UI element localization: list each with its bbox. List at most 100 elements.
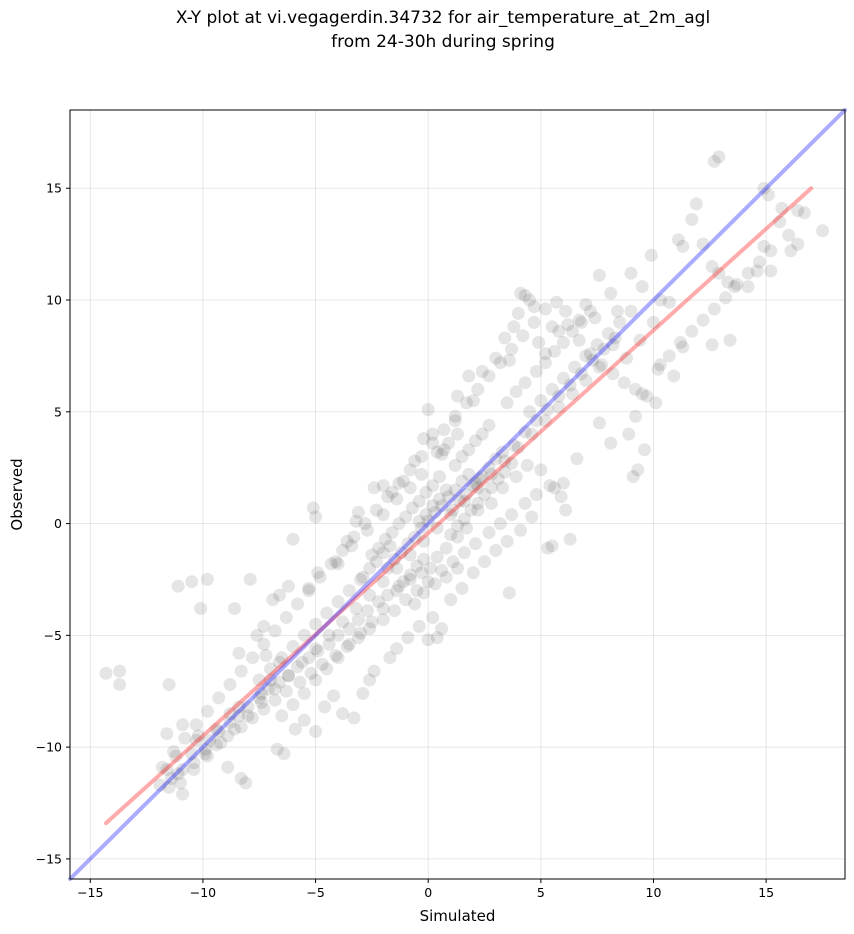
data-point — [309, 510, 323, 524]
data-point — [592, 268, 606, 282]
x-tick-label: −5 — [306, 885, 324, 900]
data-point — [363, 588, 377, 602]
data-point — [482, 461, 496, 475]
data-point — [234, 664, 248, 678]
data-point — [696, 237, 710, 251]
data-point — [568, 360, 582, 374]
data-point — [773, 215, 787, 229]
data-point — [390, 642, 404, 656]
data-point — [451, 530, 464, 544]
data-point — [255, 687, 268, 700]
data-point — [351, 631, 365, 645]
data-point — [583, 347, 597, 361]
data-point — [354, 626, 368, 640]
x-axis-ticks: −15 −10 −5 0 5 10 15 — [77, 879, 774, 900]
data-point — [417, 534, 431, 548]
data-point — [155, 760, 169, 774]
data-point — [252, 673, 266, 687]
data-point — [791, 237, 805, 251]
data-point — [162, 678, 176, 691]
data-point — [466, 394, 480, 408]
data-point — [707, 302, 721, 316]
data-point — [313, 570, 327, 584]
data-point — [372, 595, 386, 609]
data-point — [529, 414, 543, 428]
y-tick-label: 5 — [54, 404, 62, 419]
data-point — [376, 602, 390, 615]
data-point — [194, 602, 208, 615]
data-point — [520, 458, 534, 472]
data-point — [475, 470, 489, 484]
data-point — [273, 655, 286, 669]
data-point — [500, 396, 514, 410]
data-point — [507, 438, 521, 452]
data-point — [455, 474, 469, 488]
data-point — [200, 749, 214, 763]
data-point — [264, 673, 277, 687]
data-point — [552, 389, 566, 403]
data-point — [191, 729, 205, 743]
data-point — [561, 318, 575, 332]
data-point — [502, 586, 516, 600]
data-point — [221, 729, 235, 743]
data-point — [574, 367, 588, 381]
data-point — [469, 476, 482, 490]
data-point — [597, 342, 611, 356]
data-point — [331, 557, 345, 571]
data-point — [291, 660, 304, 674]
data-point — [270, 742, 284, 756]
data-point — [635, 387, 649, 401]
data-point — [511, 306, 525, 320]
data-point — [498, 454, 512, 468]
data-point — [408, 530, 422, 544]
data-point — [169, 749, 183, 763]
data-point — [556, 371, 570, 385]
data-point — [160, 727, 174, 741]
data-point — [444, 528, 458, 542]
y-tick-label: −5 — [44, 628, 62, 643]
data-point — [381, 561, 395, 575]
data-point — [721, 275, 735, 289]
data-point — [417, 432, 431, 446]
data-point — [509, 470, 523, 484]
data-point — [426, 427, 440, 441]
data-point — [356, 687, 370, 700]
data-point — [327, 689, 341, 703]
data-point — [741, 280, 755, 294]
data-point — [653, 358, 667, 372]
data-point — [629, 382, 642, 396]
data-point — [309, 642, 323, 656]
data-point — [572, 333, 586, 347]
data-point — [527, 315, 541, 329]
data-point — [304, 666, 318, 680]
data-point — [482, 418, 496, 432]
data-point — [552, 400, 566, 414]
data-point — [455, 581, 469, 595]
data-point — [415, 566, 428, 580]
data-point — [662, 349, 676, 363]
data-point — [421, 575, 435, 589]
y-axis-ticks: −15 −10 −5 0 5 10 15 — [36, 181, 70, 866]
data-point — [556, 476, 570, 490]
data-point — [723, 333, 737, 347]
data-point — [545, 320, 559, 334]
data-point — [550, 295, 564, 309]
data-point — [410, 584, 424, 598]
data-point — [435, 564, 449, 577]
data-point — [433, 492, 446, 506]
data-point — [671, 233, 685, 247]
data-point — [651, 362, 665, 376]
data-point — [369, 503, 383, 517]
data-point — [430, 445, 444, 459]
data-point — [534, 463, 548, 477]
data-point — [538, 302, 552, 316]
data-point — [392, 579, 406, 593]
x-tick-label: −15 — [77, 885, 103, 900]
data-point — [255, 695, 268, 709]
data-point — [297, 687, 311, 700]
data-point — [491, 472, 505, 486]
data-point — [523, 405, 537, 419]
data-point — [363, 673, 377, 687]
data-point — [306, 501, 320, 515]
data-point — [455, 450, 469, 463]
